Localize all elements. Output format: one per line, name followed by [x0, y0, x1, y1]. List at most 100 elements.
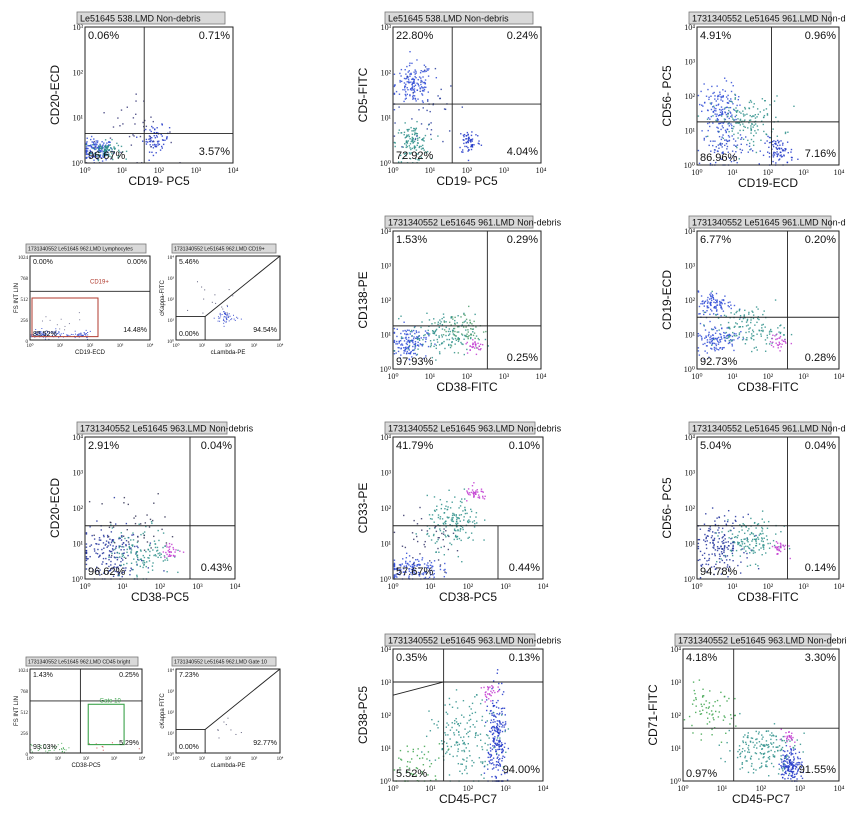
plot-frame — [392, 26, 542, 164]
y-tick-label: 10² — [685, 296, 696, 305]
y-tick-label: 10² — [671, 711, 682, 720]
y-tick-label: 10² — [73, 504, 84, 513]
quadrant-percent-ul: 1.43% — [33, 672, 53, 679]
y-tick-label: 10³ — [168, 689, 175, 695]
quadrant-percent-ur: 0.00% — [127, 259, 147, 266]
x-tick-label: 10³ — [798, 582, 809, 591]
event-dots — [30, 312, 91, 340]
x-tick-label: 10¹ — [727, 168, 738, 177]
gate-10[interactable] — [87, 703, 125, 746]
x-tick-label: 10⁰ — [387, 784, 398, 793]
x-tick-label: 10⁴ — [228, 166, 239, 175]
quadrant-percent-ll: 96.62% — [88, 566, 126, 578]
x-tick-label: 10⁰ — [172, 756, 179, 762]
plot-svg: 1731340552 Le51645 963.LMD Non-debris 2.9… — [48, 421, 254, 604]
quadrant-percent-lr: 0.44% — [509, 562, 540, 574]
plot-title: 1731340552 Le51645 963.LMD Non-debris — [678, 636, 846, 646]
x-tick-label: 10⁴ — [834, 372, 845, 381]
y-tick-label: 10⁴ — [167, 255, 174, 261]
quadrant-percent-ul: 2.91% — [88, 440, 119, 452]
y-tick-label: 10¹ — [168, 731, 175, 737]
x-tick-label: 10⁴ — [277, 756, 284, 762]
x-tick-label: 10³ — [500, 784, 511, 793]
plot-svg: 1731340552 Le51645 963.LMD Non-debris 41.… — [356, 421, 562, 604]
x-tick-label: 10⁰ — [79, 582, 90, 591]
quadrant-percent-lr: 0.28% — [805, 352, 836, 364]
plot-svg: 1731340552 Le51645 962.LMD CD19+ 5.46% 0.0… — [160, 243, 284, 356]
quadrant-percent-ul: 0.35% — [396, 652, 427, 664]
x-tick-label: 10⁴ — [834, 582, 845, 591]
quadrant-percent-ul: 4.91% — [700, 30, 731, 42]
y-tick-label: 1024 — [18, 669, 29, 674]
plot-svg: 1731340552 Le51645 961.LMD Non-debris 4.9… — [660, 11, 846, 190]
x-tick-label: 10¹ — [199, 756, 206, 762]
cd19-gate[interactable] — [31, 297, 99, 338]
y-axis-label: CD71-FITC — [646, 684, 660, 746]
y-axis-label: CD19-ECD — [660, 270, 674, 330]
y-tick-label: 10³ — [73, 469, 84, 478]
quadrant-percent-ll: 0.00% — [179, 331, 199, 338]
x-tick-label: 10⁴ — [834, 168, 845, 177]
x-tick-label: 10⁰ — [387, 372, 398, 381]
quadrant-percent-lr: 92.77% — [253, 740, 277, 747]
y-tick-label: 10⁴ — [684, 433, 695, 442]
quadrant-percent-ll: 0.97% — [686, 768, 717, 780]
plot-title-bar: 1731340552 Le51645 961.LMD Non-debris — [384, 215, 562, 229]
quadrant-percent-lr: 94.00% — [503, 764, 541, 776]
cd38-gate[interactable] — [392, 681, 543, 696]
x-tick-label: 10² — [763, 582, 774, 591]
x-tick-label: 10⁴ — [230, 582, 241, 591]
y-tick-label: 0 — [26, 340, 29, 345]
quadrant-percent-lr: 94.54% — [253, 327, 277, 334]
plot-p5: 1731340552 Le51645 962.LMD CD19+ 5.46% 0.0… — [158, 243, 286, 356]
plot-title-bar: 1731340552 Le51645 963.LMD Non-debris — [674, 633, 846, 647]
quadrant-percent-ll: 5.52% — [396, 768, 427, 780]
y-tick-label: 10³ — [685, 469, 696, 478]
y-tick-label: 10⁰ — [684, 575, 695, 584]
x-tick-label: 10¹ — [425, 582, 436, 591]
event-dots — [85, 493, 185, 580]
quadrant-percent-ll: 85.52% — [33, 331, 57, 338]
quadrant-percent-lr: 0.14% — [805, 562, 836, 574]
event-dots — [30, 742, 140, 754]
negative-gate[interactable] — [176, 729, 206, 753]
plot-title-bar: 1731340552 Le51645 962.LMD CD45 bright — [25, 656, 139, 667]
plot-title-bar: 1731340552 Le51645 963.LMD Non-debris — [76, 421, 254, 435]
x-axis-label: CD19- PC5 — [436, 174, 498, 188]
plot-frame — [84, 436, 236, 580]
y-tick-label: 10¹ — [168, 318, 175, 324]
x-tick-label: 10² — [83, 756, 90, 762]
x-tick-label: 10⁴ — [536, 372, 547, 381]
plot-svg: Le51645 538.LMD Non-debris 22.80% 0.24% 72.… — [356, 11, 547, 188]
y-tick-label: 10⁴ — [684, 227, 695, 236]
y-tick-label: 10² — [685, 92, 696, 101]
plot-title-bar: Le51645 538.LMD Non-debris — [384, 11, 534, 25]
plot-title: 1731340552 Le51645 963.LMD Non-debris — [388, 636, 562, 646]
plot-p3: 1731340552 Le51645 961.LMD Non-debris 4.9… — [657, 11, 846, 191]
y-axis-label: CD56- PC5 — [660, 477, 674, 539]
kappa-lambda-diagonal[interactable] — [204, 668, 281, 730]
quadrant-percent-lr: 7.16% — [805, 148, 836, 160]
y-tick-label: 10³ — [685, 58, 696, 67]
x-tick-label: 10³ — [191, 166, 202, 175]
kappa-lambda-diagonal[interactable] — [204, 255, 281, 317]
negative-gate[interactable] — [176, 316, 206, 340]
x-tick-label: 10³ — [798, 372, 809, 381]
plot-frame — [696, 436, 840, 580]
x-axis-label: CD38-FITC — [737, 380, 799, 394]
x-axis-label: CD19-ECD — [738, 176, 798, 190]
x-tick-label: 10¹ — [117, 166, 128, 175]
plot-title: Le51645 538.LMD Non-debris — [388, 14, 509, 24]
gate-label: CD19+ — [90, 280, 109, 286]
x-tick-label: 10⁴ — [536, 166, 547, 175]
x-tick-label: 10¹ — [57, 343, 64, 349]
x-tick-label: 10² — [763, 168, 774, 177]
plot-frame — [392, 648, 544, 782]
y-tick-label: 10³ — [381, 262, 392, 271]
y-tick-label: 10³ — [671, 678, 682, 687]
y-tick-label: 10² — [168, 710, 175, 716]
x-tick-label: 10³ — [795, 784, 806, 793]
x-tick-label: 10⁰ — [79, 166, 90, 175]
x-tick-label: 10² — [462, 166, 473, 175]
plot-title: 1731340552 Le51645 962.LMD Gate 10 — [174, 660, 267, 666]
